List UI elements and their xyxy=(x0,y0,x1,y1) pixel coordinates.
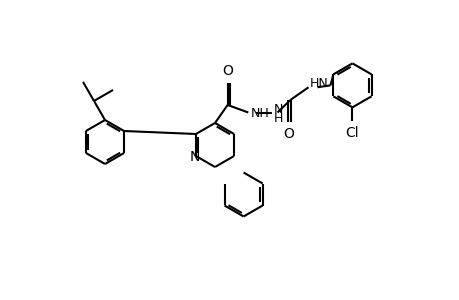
Text: Cl: Cl xyxy=(345,125,358,140)
Text: N: N xyxy=(190,150,200,164)
Text: O: O xyxy=(222,64,233,78)
Text: NH: NH xyxy=(250,107,269,120)
Text: O: O xyxy=(282,127,293,141)
Text: N: N xyxy=(273,103,282,116)
Text: H: H xyxy=(273,112,282,125)
Text: HN: HN xyxy=(309,77,328,90)
